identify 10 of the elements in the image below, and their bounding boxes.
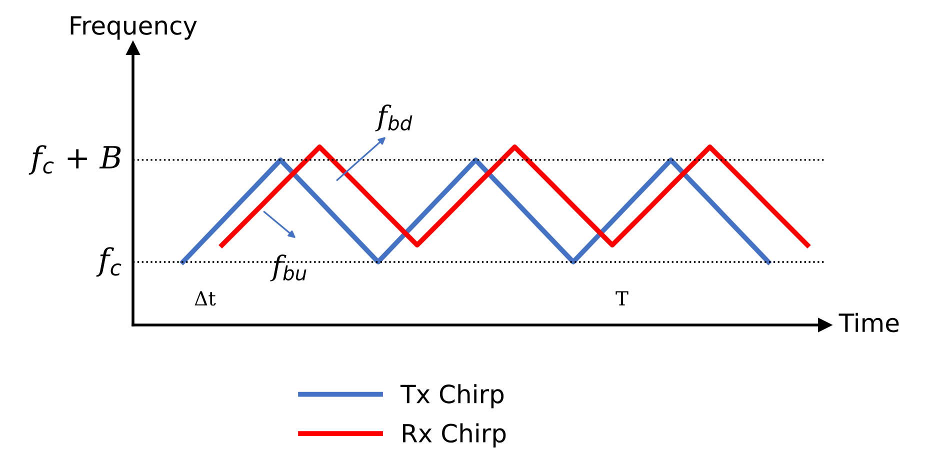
legend-label: Tx Chirp	[400, 384, 504, 408]
ref-line-label: f$_{c}$ + B	[28, 145, 121, 175]
annotation: T	[616, 291, 628, 306]
ref-line-label: f$_{c}$	[96, 247, 122, 277]
annotation: Δt	[194, 291, 216, 306]
text: f$_{bd}$	[375, 104, 412, 132]
y-axis-title: Frequency	[70, 16, 197, 40]
x-axis-title: Time	[838, 312, 899, 332]
legend-label: Rx Chirp	[402, 423, 506, 448]
annotation: f$_{bu}$	[270, 254, 306, 282]
